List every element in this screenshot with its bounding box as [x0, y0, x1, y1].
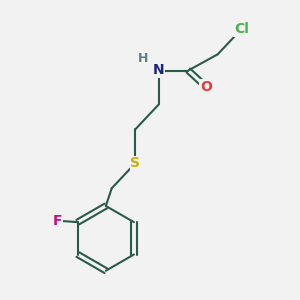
Text: N: N — [153, 64, 165, 77]
Text: S: S — [130, 156, 140, 170]
Text: Cl: Cl — [234, 22, 249, 36]
Text: F: F — [52, 214, 62, 228]
Text: H: H — [137, 52, 148, 65]
Text: O: O — [200, 80, 212, 94]
